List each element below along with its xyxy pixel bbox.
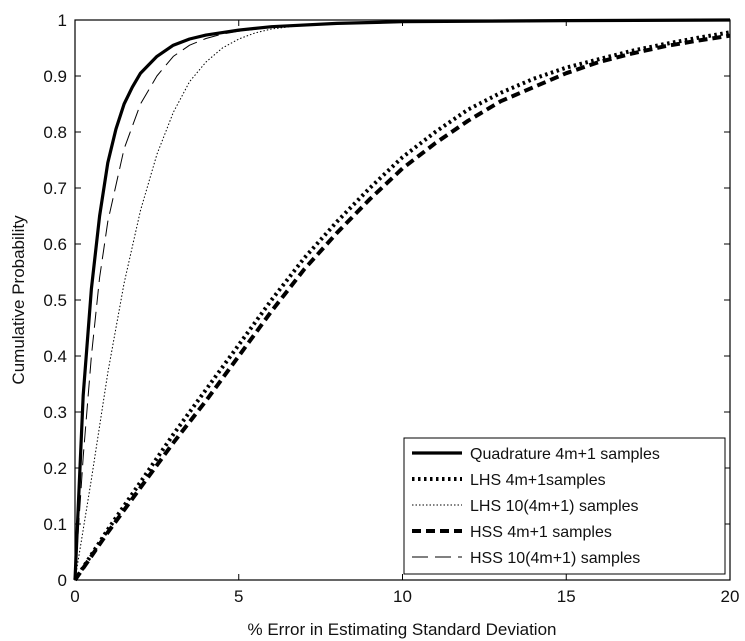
y-tick-label: 0.5 — [43, 291, 67, 310]
series-line-1 — [73, 18, 731, 581]
legend-label: LHS 10(4m+1) samples — [470, 498, 639, 515]
y-tick-label: 0.1 — [43, 515, 67, 534]
y-tick-label: 0.9 — [43, 67, 67, 86]
y-tick-label: 0.7 — [43, 179, 67, 198]
legend-label: Quadrature 4m+1 samples — [470, 446, 660, 463]
x-tick-label: 5 — [234, 587, 243, 606]
legend-label: LHS 4m+1samples — [470, 472, 606, 489]
x-tick-label: 20 — [721, 587, 740, 606]
x-tick-label: 15 — [557, 587, 576, 606]
legend: Quadrature 4m+1 samples LHS 4m+1samples LH… — [403, 437, 726, 575]
legend-label: HSS 4m+1 samples — [470, 524, 612, 541]
y-tick-label: 0.2 — [43, 459, 67, 478]
x-tick-label: 10 — [393, 587, 412, 606]
y-tick-label: 1 — [58, 11, 67, 30]
series-line-3 — [74, 19, 730, 581]
y-tick-label: 0.4 — [43, 347, 67, 366]
series-lines — [73, 18, 731, 582]
legend-label: HSS 10(4m+1) samples — [470, 550, 640, 567]
legend-box — [403, 437, 726, 575]
y-tick-label: 0.6 — [43, 235, 67, 254]
series-line-4 — [73, 33, 731, 582]
x-axis-title: % Error in Estimating Standard Deviation — [248, 620, 557, 639]
y-tick-label: 0 — [58, 571, 67, 590]
x-tick-label: 0 — [70, 587, 79, 606]
y-tick-label: 0.8 — [43, 123, 67, 142]
series-line-2 — [73, 30, 731, 582]
y-axis-title: Cumulative Probability — [9, 215, 28, 385]
series-line-5 — [74, 19, 731, 581]
y-tick-label: 0.3 — [43, 403, 67, 422]
